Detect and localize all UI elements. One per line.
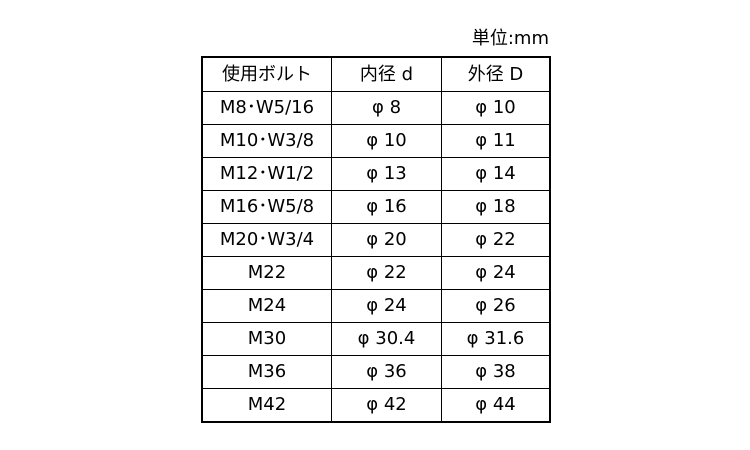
- table-cell: M24: [201, 289, 332, 323]
- table-row: M24 φ 24 φ 26: [201, 289, 551, 323]
- table-cell: φ 8: [331, 91, 442, 125]
- table-cell: M36: [201, 355, 332, 389]
- header-cell: 使用ボルト: [201, 56, 332, 92]
- header-cell: 内径 d: [331, 56, 442, 92]
- table-cell: M10･W3/8: [201, 124, 332, 158]
- table-row: M22 φ 22 φ 24: [201, 256, 551, 290]
- table-cell: M20･W3/4: [201, 223, 332, 257]
- table-row: M20･W3/4 φ 20 φ 22: [201, 223, 551, 257]
- table-cell: M8･W5/16: [201, 91, 332, 125]
- table-row: M42 φ 42 φ 44: [201, 388, 551, 423]
- table-cell: φ 42: [331, 388, 442, 423]
- table-cell: φ 16: [331, 190, 442, 224]
- table-cell: φ 38: [441, 355, 551, 389]
- unit-label: 単位:mm: [471, 28, 549, 49]
- table-cell: φ 18: [441, 190, 551, 224]
- table-cell: φ 10: [331, 124, 442, 158]
- table-row: M10･W3/8 φ 10 φ 11: [201, 124, 551, 158]
- header-cell: 外径 D: [441, 56, 551, 92]
- table-cell: φ 44: [441, 388, 551, 423]
- table-cell: φ 14: [441, 157, 551, 191]
- table-cell: M42: [201, 388, 332, 423]
- table-row: M12･W1/2 φ 13 φ 14: [201, 157, 551, 191]
- table-cell: φ 30.4: [331, 322, 442, 356]
- table-cell: φ 20: [331, 223, 442, 257]
- table-cell: φ 22: [441, 223, 551, 257]
- table-cell: φ 13: [331, 157, 442, 191]
- header-row: 使用ボルト 内径 d 外径 D: [201, 56, 551, 92]
- table-cell: φ 22: [331, 256, 442, 290]
- table-cell: φ 26: [441, 289, 551, 323]
- table-cell: M12･W1/2: [201, 157, 332, 191]
- table-cell: φ 31.6: [441, 322, 551, 356]
- table-row: M36 φ 36 φ 38: [201, 355, 551, 389]
- table-cell: φ 24: [441, 256, 551, 290]
- table-cell: M22: [201, 256, 332, 290]
- table-cell: M30: [201, 322, 332, 356]
- table-cell: φ 24: [331, 289, 442, 323]
- table-cell: φ 10: [441, 91, 551, 125]
- table-row: M16･W5/8 φ 16 φ 18: [201, 190, 551, 224]
- table-cell: φ 36: [331, 355, 442, 389]
- table-cell: φ 11: [441, 124, 551, 158]
- table-row: M30 φ 30.4 φ 31.6: [201, 322, 551, 356]
- table-cell: M16･W5/8: [201, 190, 332, 224]
